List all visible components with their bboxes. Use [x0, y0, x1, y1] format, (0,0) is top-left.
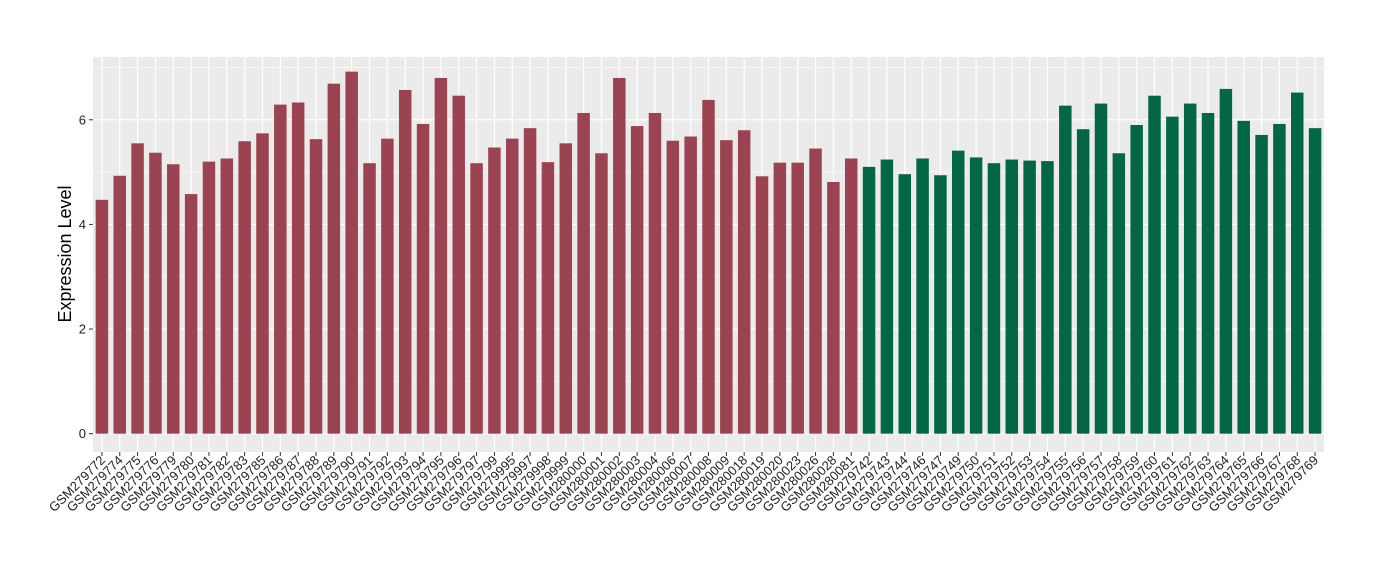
- bar-GSM279765: [1237, 120, 1250, 434]
- y-axis: 0 2 4 6: [79, 112, 93, 441]
- bar-GSM279791: [363, 163, 376, 434]
- bar-GSM279797: [470, 163, 483, 434]
- y-tick-label: 2: [79, 322, 86, 337]
- bar-GSM280001: [595, 153, 608, 434]
- bar-GSM279780: [184, 194, 198, 434]
- bar-GSM279744: [898, 174, 911, 434]
- bar-GSM280006: [666, 140, 680, 434]
- bar-GSM280026: [809, 148, 822, 434]
- y-tick-label: 4: [79, 217, 86, 232]
- bar-GSM279793: [398, 89, 412, 434]
- bar-GSM279786: [274, 104, 287, 434]
- bar-GSM279767: [1273, 123, 1286, 434]
- bar-GSM279761: [1166, 116, 1179, 434]
- bar-GSM279796: [452, 95, 465, 434]
- bar-GSM279757: [1094, 103, 1108, 434]
- bar-GSM279752: [1005, 159, 1019, 434]
- bar-GSM279760: [1148, 95, 1161, 434]
- bar-GSM279756: [1076, 129, 1090, 434]
- bar-GSM279799: [488, 147, 501, 434]
- bar-GSM279775: [131, 143, 144, 434]
- bar-GSM279997: [523, 128, 537, 434]
- bar-GSM280000: [577, 112, 590, 434]
- bar-GSM279772: [95, 199, 109, 434]
- bar-GSM280028: [827, 182, 840, 434]
- bar-GSM279755: [1059, 105, 1072, 434]
- bar-GSM280019: [755, 176, 769, 434]
- y-tick-label: 0: [79, 426, 86, 441]
- bar-GSM279764: [1219, 88, 1233, 434]
- bar-GSM279759: [1130, 125, 1143, 434]
- bar-GSM279768: [1290, 92, 1304, 434]
- bar-GSM279794: [416, 123, 430, 434]
- bar-GSM279743: [880, 159, 894, 434]
- bar-GSM279789: [327, 83, 341, 434]
- bar-GSM279766: [1255, 134, 1268, 434]
- bar-GSM279749: [952, 150, 965, 434]
- bars: [95, 71, 1322, 434]
- bar-GSM279754: [1041, 161, 1054, 434]
- bar-GSM280007: [684, 136, 697, 434]
- bar-GSM279769: [1308, 128, 1322, 434]
- bar-GSM279751: [987, 163, 1001, 434]
- bar-GSM280008: [702, 99, 715, 434]
- bar-GSM280004: [648, 112, 662, 434]
- x-axis: GSM279772GSM279774GSM279775GSM279776GSM2…: [46, 452, 1321, 515]
- bar-GSM279763: [1201, 112, 1215, 434]
- bar-GSM279758: [1112, 153, 1126, 434]
- bar-GSM280081: [844, 158, 858, 434]
- bar-GSM279782: [220, 158, 234, 434]
- bar-GSM280003: [630, 126, 644, 434]
- bar-GSM280009: [720, 140, 733, 434]
- bar-GSM279788: [309, 139, 323, 434]
- y-axis-title: Expression Level: [55, 185, 75, 322]
- bar-GSM280018: [737, 130, 751, 434]
- y-tick-label: 6: [79, 112, 86, 127]
- bar-GSM279779: [167, 164, 180, 434]
- bar-GSM279753: [1023, 160, 1036, 434]
- bar-GSM279750: [969, 157, 983, 434]
- bar-GSM279783: [238, 141, 251, 434]
- bar-GSM279995: [506, 138, 519, 434]
- bar-GSM279776: [149, 152, 162, 434]
- bar-GSM279998: [541, 162, 555, 434]
- bar-GSM279774: [113, 175, 127, 434]
- bar-GSM279742: [862, 166, 876, 434]
- bar-GSM279790: [345, 71, 358, 434]
- bar-GSM279747: [934, 175, 947, 434]
- bar-GSM280002: [613, 77, 626, 434]
- bar-GSM279762: [1183, 103, 1197, 434]
- bar-GSM280020: [773, 162, 787, 434]
- bar-GSM279746: [916, 158, 929, 434]
- bar-GSM279785: [256, 133, 269, 434]
- bar-GSM280023: [791, 162, 804, 434]
- bar-GSM279795: [434, 77, 448, 434]
- bar-GSM279781: [202, 161, 216, 434]
- bar-GSM279999: [559, 143, 573, 434]
- bar-GSM279792: [381, 138, 394, 434]
- bar-GSM279787: [291, 102, 305, 434]
